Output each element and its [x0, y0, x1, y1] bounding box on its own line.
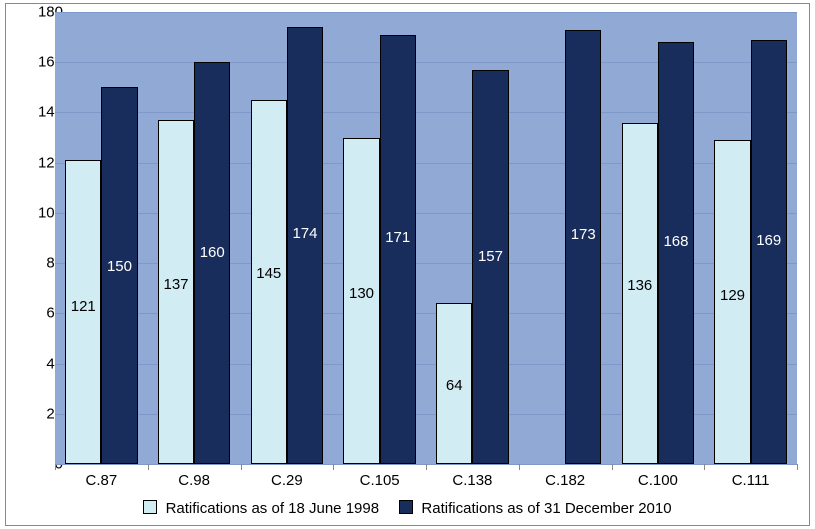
category-group: 137160 [148, 12, 241, 464]
bar: 173 [565, 30, 601, 464]
bar: 136 [622, 123, 658, 465]
bar-value-label: 137 [159, 276, 193, 293]
category-group: 130 171 [333, 12, 426, 464]
bar-value-label: 173 [566, 226, 600, 243]
bar-value-label: 130 [344, 285, 378, 302]
chart-container: 020406080100120140160180 121150137160145… [0, 0, 815, 529]
category-group: 173 [519, 12, 612, 464]
x-tick-label: C.182 [545, 472, 585, 489]
legend-label-series2: Ratifications as of 31 December 2010 [421, 500, 671, 517]
x-tick-mark [612, 464, 613, 470]
bar: 169 [751, 40, 787, 464]
bar-value-label: 136 [623, 277, 657, 294]
x-tick-mark [241, 464, 242, 470]
x-tick-label: C.138 [452, 472, 492, 489]
x-tick-mark [148, 464, 149, 470]
plot-area: 121 150 137160 145 174 130 171 64 157 173 136 168 12… [55, 12, 797, 464]
bar: 171 [380, 35, 416, 464]
bar-value-label: 64 [437, 377, 471, 394]
x-tick-label: C.87 [86, 472, 118, 489]
x-tick-label: C.105 [360, 472, 400, 489]
x-tick-mark [426, 464, 427, 470]
bars-layer: 121 150 137160 145 174 130 171 64 157 173 136 168 12… [55, 12, 797, 464]
x-tick-mark [797, 464, 798, 470]
x-tick-label: C.100 [638, 472, 678, 489]
x-axis: C.87 C.98 C.29 C.105 C.138 C.182 C.100 C.111 [55, 464, 797, 494]
x-tick-label: C.29 [271, 472, 303, 489]
bar-value-label: 121 [66, 298, 100, 315]
bar: 130 [343, 138, 379, 464]
x-tick-mark [704, 464, 705, 470]
bar-value-label: 174 [288, 225, 322, 242]
bar-value-label: 150 [102, 258, 136, 275]
legend-item-series1: Ratifications as of 18 June 1998 [143, 500, 379, 517]
x-tick-mark [55, 464, 56, 470]
category-group: 136 168 [612, 12, 705, 464]
category-group: 64 157 [426, 12, 519, 464]
bar: 157 [472, 70, 508, 464]
bar-value-label: 169 [752, 232, 786, 249]
bar: 150 [101, 87, 137, 464]
bar: 129 [714, 140, 750, 464]
legend-item-series2: Ratifications as of 31 December 2010 [399, 500, 671, 517]
x-tick-mark [519, 464, 520, 470]
bar: 145 [251, 100, 287, 464]
bar-value-label: 168 [659, 233, 693, 250]
bar: 160 [194, 62, 230, 464]
x-tick-label: C.111 [732, 472, 770, 489]
bar-value-label: 171 [381, 229, 415, 246]
bar: 174 [287, 27, 323, 464]
category-group: 129 169 [704, 12, 797, 464]
bar-value-label: 129 [715, 287, 749, 304]
bar: 168 [658, 42, 694, 464]
bar-value-label: 145 [252, 265, 286, 282]
x-tick-label: C.98 [178, 472, 210, 489]
bar: 64 [436, 303, 472, 464]
bar: 137 [158, 120, 194, 464]
category-group: 121 150 [55, 12, 148, 464]
legend-label-series1: Ratifications as of 18 June 1998 [166, 500, 379, 517]
bar: 121 [65, 160, 101, 464]
x-tick-mark [333, 464, 334, 470]
category-group: 145 174 [241, 12, 334, 464]
legend-swatch-series1 [143, 500, 157, 514]
legend: Ratifications as of 18 June 1998 Ratific… [0, 500, 815, 517]
bar-value-label: 160 [195, 244, 229, 261]
bar-value-label: 157 [473, 248, 507, 265]
legend-swatch-series2 [399, 500, 413, 514]
